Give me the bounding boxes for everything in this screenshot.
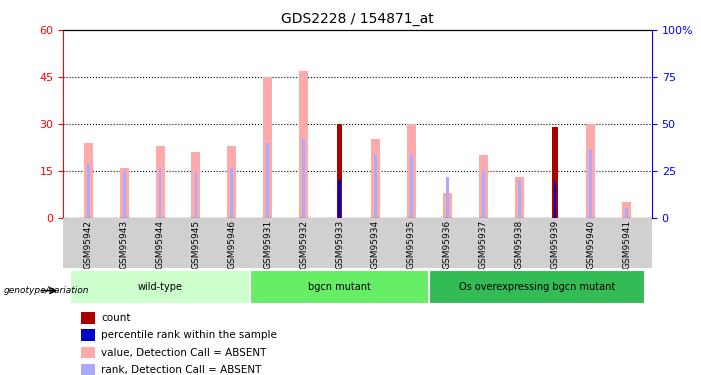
Bar <box>266 142 269 218</box>
FancyBboxPatch shape <box>250 270 429 304</box>
Bar <box>374 155 377 218</box>
Bar <box>443 192 451 217</box>
Text: GSM95941: GSM95941 <box>622 220 632 269</box>
Bar <box>156 146 165 218</box>
Text: GSM95932: GSM95932 <box>299 220 308 269</box>
Text: GSM95935: GSM95935 <box>407 220 416 269</box>
Bar <box>231 168 233 217</box>
Text: wild-type: wild-type <box>137 282 182 292</box>
Text: count: count <box>102 313 131 323</box>
FancyBboxPatch shape <box>429 270 645 304</box>
Bar <box>302 140 305 218</box>
Bar <box>339 180 341 218</box>
Text: GSM95939: GSM95939 <box>550 220 559 269</box>
Bar <box>517 180 521 218</box>
Bar <box>410 155 413 218</box>
Text: GSM95933: GSM95933 <box>335 220 344 269</box>
Text: GSM95940: GSM95940 <box>587 220 595 269</box>
Bar <box>81 364 95 375</box>
Bar <box>625 208 628 218</box>
Text: GSM95931: GSM95931 <box>264 220 272 269</box>
Bar <box>81 346 95 358</box>
Text: rank, Detection Call = ABSENT: rank, Detection Call = ABSENT <box>102 365 261 375</box>
Text: GSM95944: GSM95944 <box>156 220 165 269</box>
Bar <box>83 142 93 218</box>
Text: percentile rank within the sample: percentile rank within the sample <box>102 330 277 340</box>
Bar <box>194 171 198 217</box>
Bar <box>227 146 236 218</box>
Text: value, Detection Call = ABSENT: value, Detection Call = ABSENT <box>102 348 267 358</box>
Text: GSM95936: GSM95936 <box>443 220 451 269</box>
Bar <box>299 70 308 217</box>
Text: GSM95943: GSM95943 <box>120 220 128 269</box>
Text: genotype/variation: genotype/variation <box>4 286 89 295</box>
Bar <box>191 152 200 217</box>
Bar <box>81 312 95 324</box>
Text: bgcn mutant: bgcn mutant <box>308 282 371 292</box>
Text: GSM95934: GSM95934 <box>371 220 380 269</box>
Text: GSM95938: GSM95938 <box>515 220 524 269</box>
Bar <box>552 127 558 218</box>
Bar <box>120 168 128 217</box>
Bar <box>482 171 484 217</box>
Bar <box>479 155 488 218</box>
Bar <box>371 140 380 218</box>
Bar <box>515 177 524 218</box>
Bar <box>264 77 272 218</box>
FancyBboxPatch shape <box>70 270 250 304</box>
Bar <box>587 124 595 218</box>
Text: GSM95942: GSM95942 <box>83 220 93 269</box>
Text: Os overexpressing bgcn mutant: Os overexpressing bgcn mutant <box>459 282 615 292</box>
Bar <box>446 177 449 218</box>
Bar <box>158 168 161 217</box>
Bar <box>590 149 592 217</box>
Bar <box>63 217 652 268</box>
Text: GSM95946: GSM95946 <box>227 220 236 269</box>
Bar <box>87 164 90 218</box>
Bar <box>554 182 556 218</box>
Bar <box>622 202 632 217</box>
Bar <box>81 329 95 341</box>
Text: GSM95937: GSM95937 <box>479 220 488 269</box>
Title: GDS2228 / 154871_at: GDS2228 / 154871_at <box>281 12 434 26</box>
Bar <box>337 124 342 218</box>
Bar <box>123 171 125 217</box>
Bar <box>407 124 416 218</box>
Text: GSM95945: GSM95945 <box>191 220 200 269</box>
